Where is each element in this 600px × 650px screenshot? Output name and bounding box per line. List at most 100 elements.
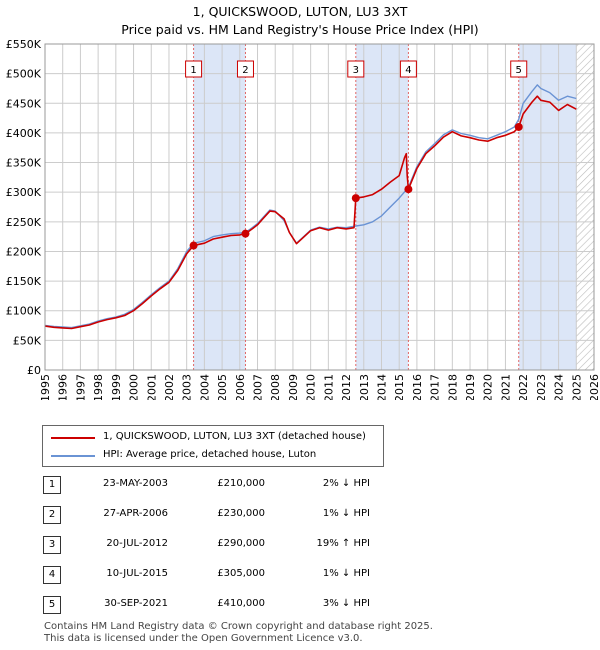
x-tick-label: 2019 [464, 374, 477, 400]
legend: 1, QUICKSWOOD, LUTON, LU3 3XT (detached … [42, 425, 384, 467]
transaction-date: 20-JUL-2012 [106, 538, 168, 549]
x-tick-label: 2005 [216, 374, 229, 400]
x-tick-label: 2011 [322, 374, 335, 400]
table-row: 1 23-MAY-2003 £210,000 2% ↓ HPI [0, 476, 600, 496]
x-tick-label: 1998 [92, 374, 105, 400]
x-tick-label: 2016 [411, 374, 424, 400]
transaction-number: 1 [43, 476, 61, 494]
footer-copyright: Contains HM Land Registry data © Crown c… [44, 621, 433, 632]
sale-point [351, 194, 360, 203]
x-tick-label: 2003 [181, 374, 194, 400]
x-tick-label: 2006 [234, 374, 247, 400]
marker-box [185, 60, 203, 78]
y-tick-label: £500K [6, 68, 42, 81]
x-tick-label: 2001 [145, 374, 158, 400]
y-tick-label: £350K [6, 157, 42, 170]
x-tick-label: 2008 [269, 374, 282, 400]
x-tick-label: 2012 [340, 374, 353, 400]
marker-label: 4 [405, 65, 411, 76]
chart-title: 1, QUICKSWOOD, LUTON, LU3 3XT [192, 4, 408, 19]
x-tick-label: 2025 [570, 374, 583, 400]
table-row: 5 30-SEP-2021 £410,000 3% ↓ HPI [0, 596, 600, 616]
marker-label: 1 [190, 65, 196, 76]
x-tick-label: 2013 [358, 374, 371, 400]
marker-label: 3 [353, 65, 359, 76]
legend-label-hpi: HPI: Average price, detached house, Luto… [103, 449, 317, 460]
x-tick-label: 1997 [74, 374, 87, 400]
legend-swatch-hpi [51, 455, 95, 457]
transaction-date: 10-JUL-2015 [106, 568, 168, 579]
x-tick-label: 2007 [252, 374, 265, 400]
transaction-price: £210,000 [217, 478, 265, 489]
marker-box [399, 60, 417, 78]
table-row: 2 27-APR-2006 £230,000 1% ↓ HPI [0, 506, 600, 526]
x-tick-label: 2004 [198, 374, 211, 400]
x-tick-label: 2014 [375, 374, 388, 400]
legend-label-property: 1, QUICKSWOOD, LUTON, LU3 3XT (detached … [103, 431, 366, 442]
x-tick-label: 2022 [517, 374, 530, 400]
x-tick-label: 2018 [446, 374, 459, 400]
y-tick-label: £50K [13, 334, 42, 347]
x-tick-label: 1995 [39, 374, 52, 400]
marker-box [236, 60, 254, 78]
marker-box [347, 60, 365, 78]
x-tick-label: 2000 [128, 374, 141, 400]
table-row: 4 10-JUL-2015 £305,000 1% ↓ HPI [0, 566, 600, 586]
transaction-date: 27-APR-2006 [103, 508, 168, 519]
x-tick-label: 2026 [588, 374, 600, 400]
ownership-shade [193, 44, 246, 370]
transaction-hpi-delta: 2% ↓ HPI [322, 478, 370, 489]
legend-swatch-property [51, 437, 95, 439]
x-tick-label: 2020 [482, 374, 495, 400]
transaction-date: 30-SEP-2021 [104, 598, 168, 609]
price-chart: 1 2 3 4 5 £0 £50K £100K £150K £200K £250K £300K £350… [6, 38, 600, 400]
y-tick-label: £0 [27, 364, 41, 377]
x-tick-label: 2009 [287, 374, 300, 400]
chart-subtitle: Price paid vs. HM Land Registry's House … [121, 22, 479, 37]
series-line-property [44, 95, 577, 330]
y-tick-label: £300K [6, 186, 42, 199]
marker-box [510, 60, 528, 78]
y-tick-label: £450K [6, 97, 42, 110]
y-tick-label: £550K [6, 38, 42, 51]
x-tick-label: 2023 [535, 374, 548, 400]
y-tick-label: £400K [6, 127, 42, 140]
plot-frame [44, 43, 595, 371]
transaction-price: £305,000 [217, 568, 265, 579]
sale-point [241, 229, 250, 238]
y-tick-label: £250K [6, 216, 42, 229]
table-row: 3 20-JUL-2012 £290,000 19% ↑ HPI [0, 536, 600, 556]
x-tick-label: 2017 [429, 374, 442, 400]
x-tick-label: 2002 [163, 374, 176, 400]
transaction-number: 2 [43, 506, 61, 524]
plot-area [45, 44, 594, 370]
footer-licence: This data is licensed under the Open Gov… [44, 633, 363, 644]
x-tick-label: 2024 [553, 374, 566, 400]
sale-point [189, 241, 198, 250]
transaction-hpi-delta: 3% ↓ HPI [322, 598, 370, 609]
ownership-shade [518, 44, 577, 370]
marker-label: 5 [516, 65, 522, 76]
transaction-hpi-delta: 19% ↑ HPI [316, 538, 370, 549]
x-tick-label: 1996 [57, 374, 70, 400]
x-tick-label: 2021 [499, 374, 512, 400]
transaction-price: £290,000 [217, 538, 265, 549]
transaction-number: 5 [43, 596, 61, 614]
sale-point [404, 185, 413, 194]
sale-point [514, 122, 523, 131]
y-tick-label: £150K [6, 275, 42, 288]
transaction-number: 3 [43, 536, 61, 554]
x-tick-label: 1999 [110, 374, 123, 400]
x-tick-label: 2010 [305, 374, 318, 400]
y-tick-label: £100K [6, 305, 42, 318]
transaction-hpi-delta: 1% ↓ HPI [322, 568, 370, 579]
marker-label: 2 [242, 65, 248, 76]
y-tick-label: £200K [6, 245, 42, 258]
transaction-price: £230,000 [217, 508, 265, 519]
x-tick-label: 2015 [393, 374, 406, 400]
transaction-hpi-delta: 1% ↓ HPI [322, 508, 370, 519]
transaction-price: £410,000 [217, 598, 265, 609]
transaction-number: 4 [43, 566, 61, 584]
forecast-hatch [576, 44, 594, 370]
transaction-date: 23-MAY-2003 [102, 478, 168, 489]
